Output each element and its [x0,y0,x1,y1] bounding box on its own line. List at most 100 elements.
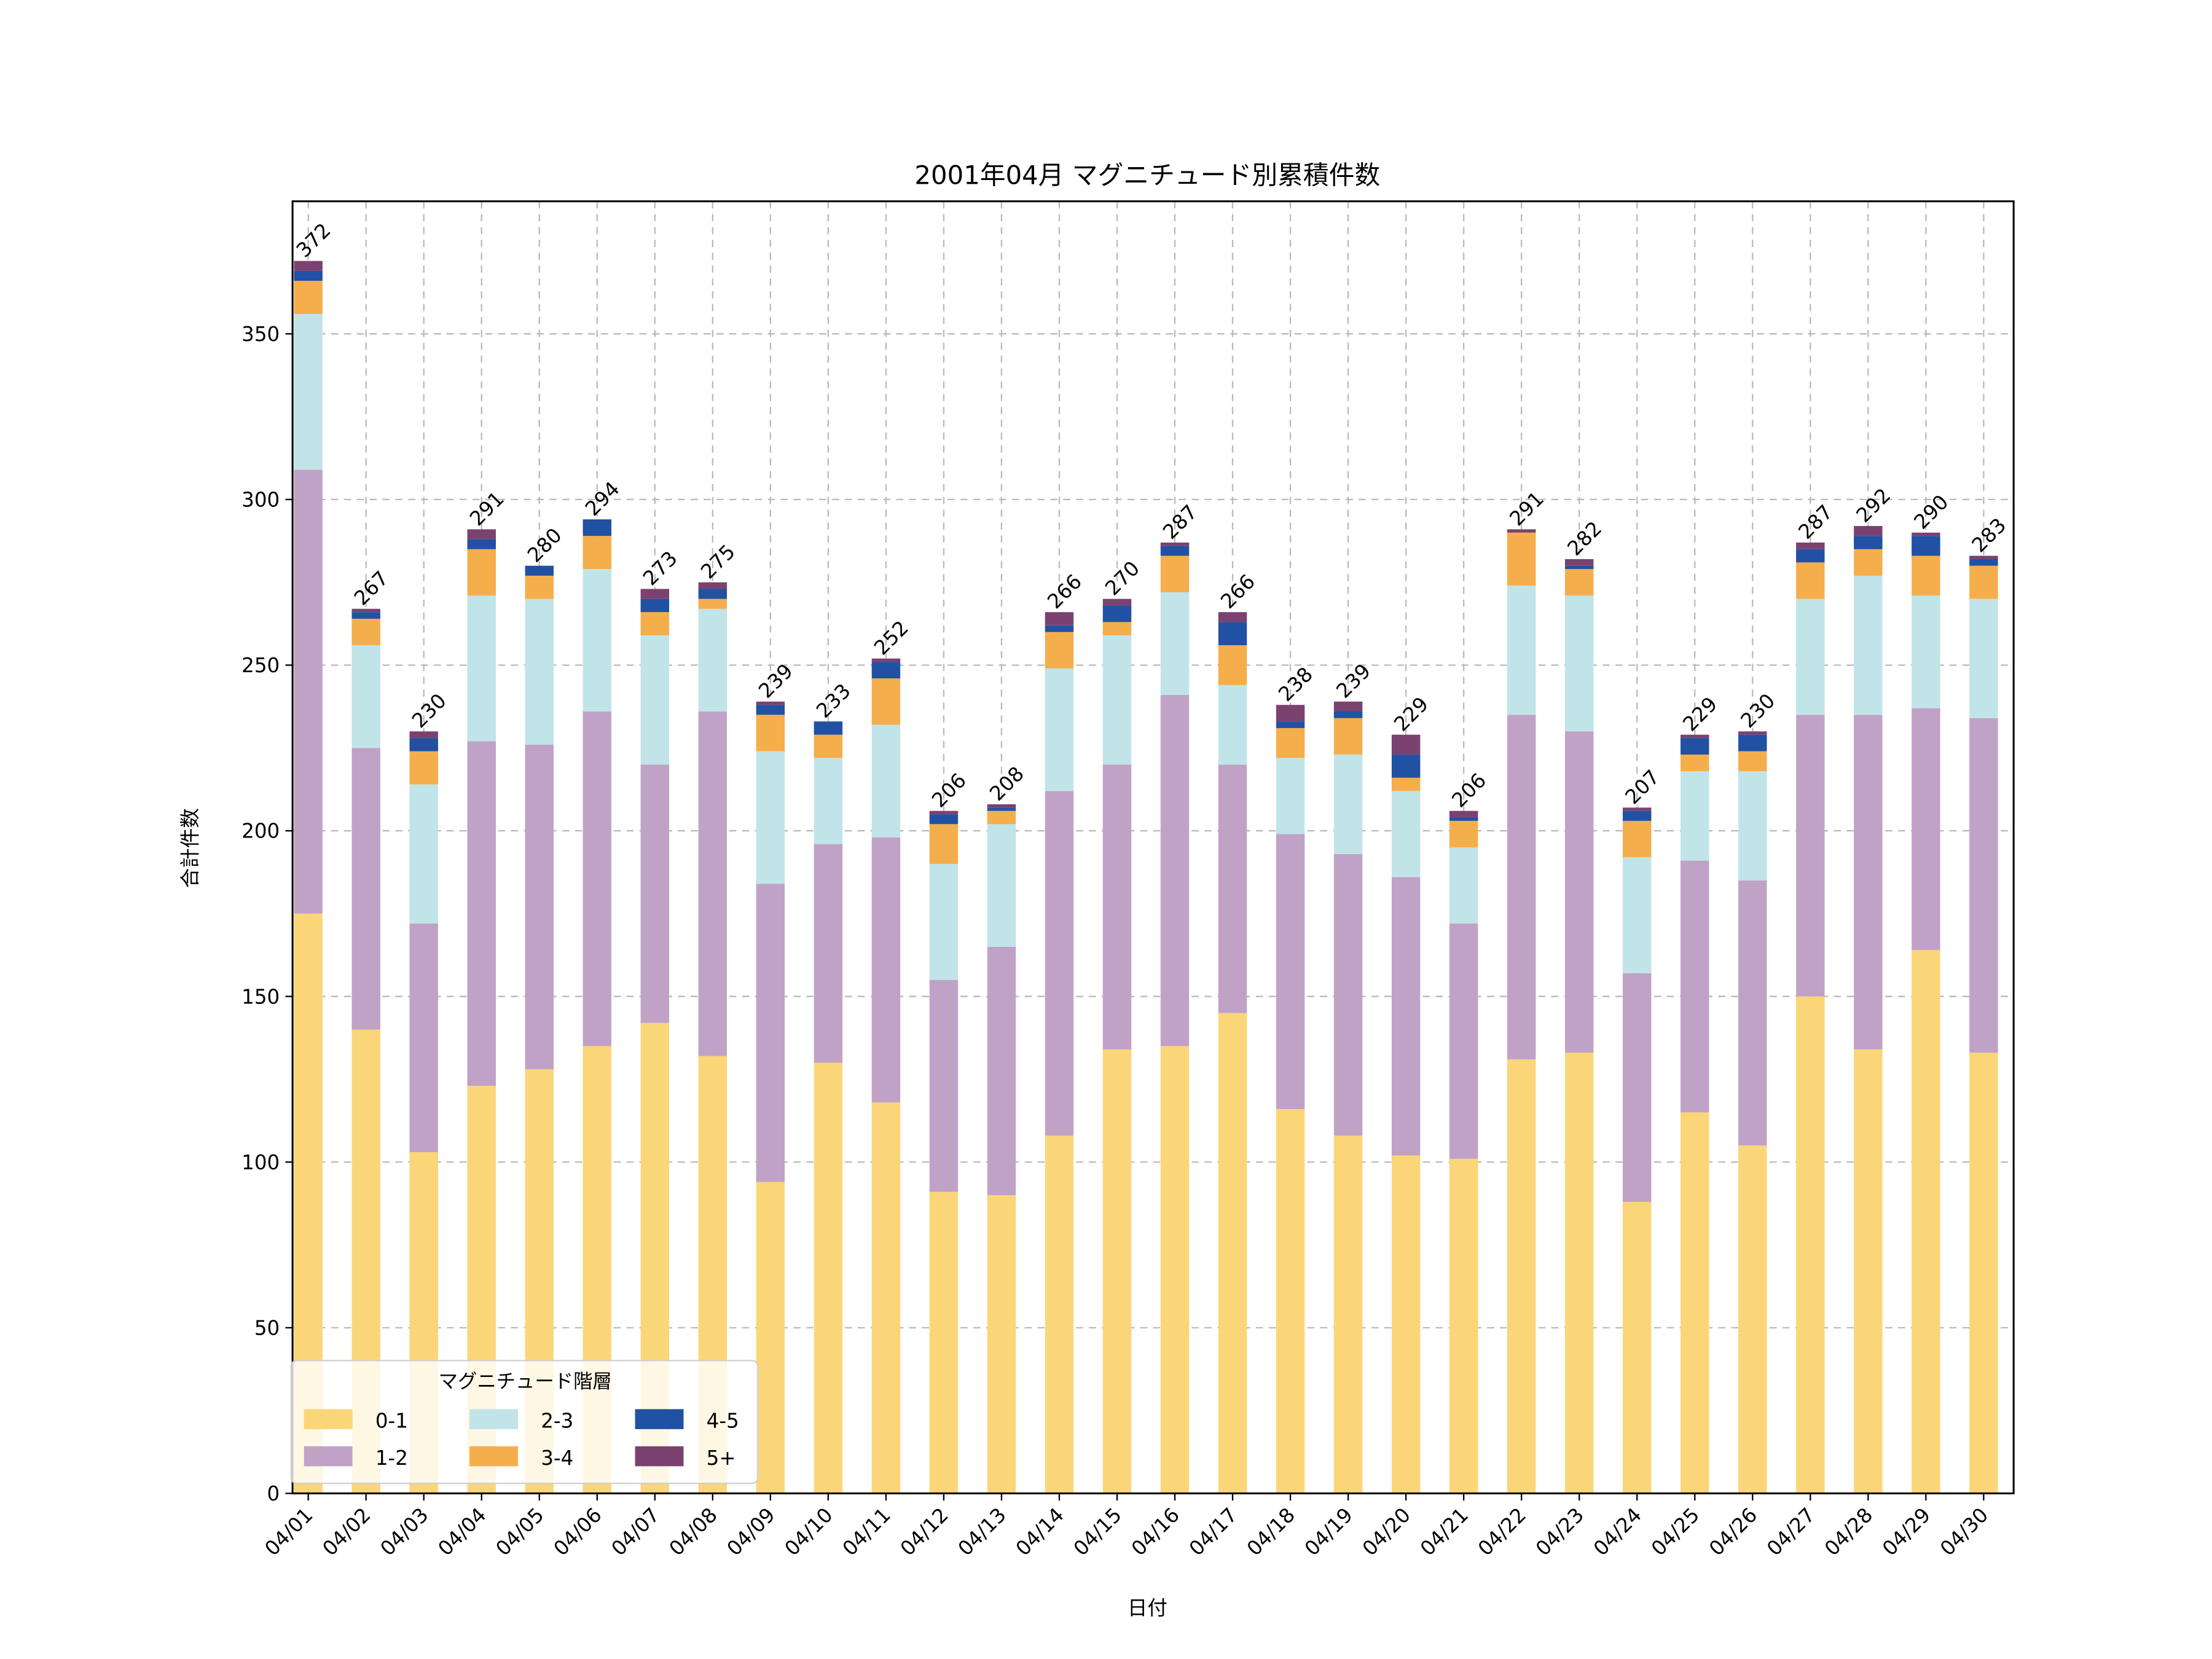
total-label: 252 [869,616,913,660]
bar-segment-3-4-04/03 [409,751,438,785]
bar-segment-3-4-04/16 [1160,555,1190,592]
bar-segment-4-5-04/18 [1276,721,1305,728]
total-label: 287 [1158,500,1202,544]
bar-segment-2-3-04/11 [871,724,901,837]
bar-segment-1-2-04/29 [1912,708,1940,951]
y-axis: 0 50 100 150 200 250 300 350 [241,323,293,1505]
x-tick-label: 04/13 [954,1503,1011,1560]
bar-segment-1-2-04/02 [351,748,380,1030]
total-label: 208 [985,762,1029,806]
bar-segment-4-5-04/15 [1102,605,1132,622]
bar-segment-3-4-04/28 [1854,549,1883,576]
bar-segment-2-3-04/20 [1391,791,1421,877]
total-label: 270 [1100,557,1144,600]
y-tick-label: 150 [241,985,280,1008]
bar-segment-4-5-04/30 [1969,559,1998,566]
bar-segment-0-1-04/10 [814,1062,843,1494]
legend-label: 5+ [707,1446,736,1470]
x-tick-label: 04/30 [1936,1503,1993,1560]
legend-swatch-0-1 [304,1409,353,1429]
x-tick-label: 04/04 [434,1503,491,1560]
y-tick-label: 300 [241,488,280,512]
bar-segment-1-2-04/01 [294,469,323,914]
y-tick-label: 50 [254,1316,280,1339]
bar-segment-3-4-04/04 [467,549,496,596]
bar-segment-2-3-04/19 [1333,755,1363,854]
bar-segment-1-2-04/14 [1045,791,1074,1136]
bar-segment-5+-04/11 [871,658,901,662]
bar-segment-1-2-04/22 [1507,715,1536,1060]
bar-segment-1-2-04/09 [756,884,785,1182]
bar-segment-5+-04/24 [1623,807,1652,811]
bar-segment-3-4-04/02 [351,619,380,646]
bar-segment-4-5-04/27 [1796,549,1825,563]
total-label: 233 [812,679,855,723]
bar-segment-3-4-04/26 [1738,751,1767,772]
bar-segment-1-2-04/08 [698,711,728,1056]
bar-segment-4-5-04/05 [525,565,554,576]
bar-segment-4-5-04/19 [1333,711,1363,718]
bar-segment-5+-04/04 [467,529,496,539]
bar-segment-5+-04/09 [756,701,785,705]
bar-segment-2-3-04/16 [1160,592,1190,696]
bar-segment-2-3-04/09 [756,751,785,884]
bar-segment-1-2-04/16 [1160,695,1190,1046]
bar-segment-3-4-04/01 [294,281,323,314]
bar-segment-0-1-04/14 [1045,1135,1074,1494]
bar-segment-1-2-04/17 [1218,764,1247,1013]
bar-segment-4-5-04/16 [1160,546,1190,556]
legend-swatch-5+ [635,1446,684,1467]
bar-segment-5+-04/21 [1449,810,1478,818]
bar-segment-1-2-04/12 [929,979,959,1192]
bar-segment-4-5-04/01 [294,270,323,281]
bar-segment-0-1-04/17 [1218,1013,1247,1494]
legend-swatch-3-4 [469,1446,519,1467]
total-label: 291 [1505,487,1548,531]
bar-segment-2-3-04/30 [1969,598,1998,718]
bar-segment-1-2-04/25 [1681,860,1709,1113]
total-label: 266 [1043,570,1086,613]
legend-label: 2-3 [541,1410,573,1433]
bar-segment-5+-04/08 [698,582,728,589]
bar-segment-4-5-04/17 [1218,622,1247,646]
bar-segment-1-2-04/13 [987,946,1016,1196]
bar-segment-0-1-04/11 [871,1102,901,1494]
x-tick-label: 04/02 [318,1503,375,1560]
bar-segment-3-4-04/10 [814,734,843,758]
legend: マグニチュード階層 0-1 1-2 2-3 3-4 4-5 5+ [290,1360,759,1484]
x-tick-label: 04/27 [1762,1503,1819,1560]
bar-segment-3-4-04/09 [756,715,785,751]
bar-segment-4-5-04/20 [1391,755,1421,778]
bar-segment-3-4-04/20 [1391,777,1421,791]
bar-segment-3-4-04/29 [1912,555,1940,596]
bar-segment-5+-04/03 [409,731,438,739]
bar-segment-5+-04/15 [1102,598,1132,606]
bar-segment-5+-04/01 [294,261,323,271]
bar-segment-0-1-04/26 [1738,1145,1767,1494]
legend-swatch-1-2 [304,1446,353,1467]
bar-segment-0-1-04/09 [756,1182,785,1494]
bar-segment-5+-04/20 [1391,734,1421,755]
x-tick-label: 04/07 [607,1503,664,1560]
bar-segment-4-5-04/12 [929,814,959,825]
bar-segment-2-3-04/25 [1681,771,1709,861]
bar-segment-2-3-04/06 [582,569,612,712]
bar-segment-4-5-04/07 [640,598,670,613]
total-label: 372 [292,219,335,262]
bar-segment-5+-04/30 [1969,555,1998,559]
total-label: 229 [1389,692,1433,736]
x-tick-label: 04/06 [549,1503,606,1560]
total-label: 280 [523,524,567,567]
x-tick-label: 04/01 [261,1503,318,1560]
legend-swatch-4-5 [635,1409,684,1429]
bar-segment-5+-04/12 [929,810,959,815]
bar-segment-5+-04/18 [1276,705,1305,722]
bar-segment-5+-04/26 [1738,731,1767,735]
bar-segment-3-4-04/07 [640,612,670,635]
bar-segment-1-2-04/19 [1333,853,1363,1136]
legend-swatch-2-3 [469,1409,519,1429]
bar-segment-2-3-04/02 [351,645,380,748]
bar-segment-5+-04/17 [1218,612,1247,622]
bar-segment-4-5-04/21 [1449,817,1478,821]
